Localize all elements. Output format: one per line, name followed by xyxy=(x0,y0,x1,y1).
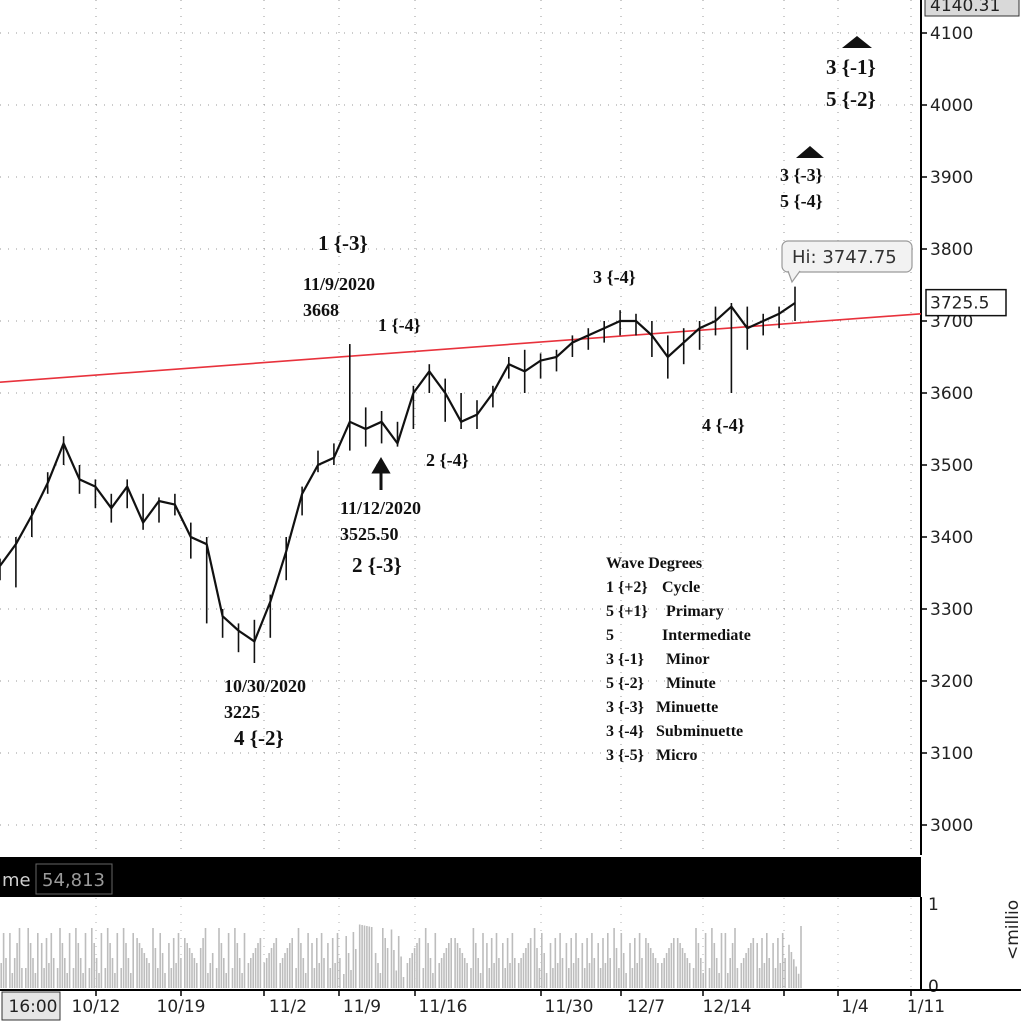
svg-text:4140.31: 4140.31 xyxy=(930,0,1000,16)
annotation-wave-4m2: 10/30/2020 3225 4 {-2} xyxy=(224,676,306,750)
date-label: 1/11 xyxy=(907,997,945,1017)
svg-text:2 {-3}: 2 {-3} xyxy=(352,553,402,577)
svg-text:3668: 3668 xyxy=(303,300,339,320)
svg-text:4 {-2}: 4 {-2} xyxy=(234,726,284,750)
date-label: 10/19 xyxy=(157,997,206,1017)
price-tick-label: 3900 xyxy=(930,168,973,188)
svg-text:3 {-1}: 3 {-1} xyxy=(826,55,876,79)
volume-header: me 54,813 xyxy=(0,857,921,897)
svg-text:3 {-1}: 3 {-1} xyxy=(606,651,644,668)
triangle-up-icon xyxy=(796,146,824,158)
date-label: 16:00 xyxy=(9,997,58,1017)
svg-text:Intermediate: Intermediate xyxy=(662,627,751,644)
price-tick-label: 4100 xyxy=(930,24,973,44)
volume-axis-bottom: 0 xyxy=(928,977,939,997)
svg-text:Micro: Micro xyxy=(656,747,697,764)
volume-axis-top: 1 xyxy=(928,895,939,915)
price-tick-label: 4000 xyxy=(930,96,973,116)
svg-text:3 {-3}: 3 {-3} xyxy=(780,165,823,185)
volume-series xyxy=(0,924,802,988)
svg-text:Minor: Minor xyxy=(666,651,710,668)
hi-bubble: Hi: 3747.75 xyxy=(781,240,913,284)
svg-text:5 {-4}: 5 {-4} xyxy=(780,191,823,211)
date-label: 11/9 xyxy=(343,997,381,1017)
svg-text:Cycle: Cycle xyxy=(662,579,700,596)
hi-label: Hi: 3747.75 xyxy=(792,247,897,268)
annotation-wave-2m4: 2 {-4} xyxy=(426,450,469,470)
svg-text:Minuette: Minuette xyxy=(656,699,718,716)
date-label: 11/2 xyxy=(269,997,307,1017)
annotation-target-3m1: 3 {-1} 5 {-2} xyxy=(826,36,876,111)
svg-text:5 {+1}: 5 {+1} xyxy=(606,603,648,620)
time-label-box xyxy=(1,991,61,1021)
annotation-wave-1m4: 1 {-4} xyxy=(378,315,421,335)
date-label: 12/14 xyxy=(703,997,752,1017)
svg-text:5 {-2}: 5 {-2} xyxy=(606,675,644,692)
trendline xyxy=(0,313,922,383)
volume-label: me xyxy=(2,870,31,891)
annotation-wave-4m4: 4 {-4} xyxy=(702,415,745,435)
volume-unit-label: <millio xyxy=(1003,900,1021,960)
date-label: 11/16 xyxy=(419,997,468,1017)
price-series xyxy=(0,286,796,663)
svg-text:Primary: Primary xyxy=(666,603,724,620)
last-price-label: 3725.5 xyxy=(930,294,989,314)
wave-degrees-legend: Wave Degrees 1 {+2} Cycle 5 {+1} Primary… xyxy=(606,555,751,764)
price-tick-label: 3100 xyxy=(930,744,973,764)
price-tick-label: 3200 xyxy=(930,672,973,692)
annotation-wave-3m4: 3 {-4} xyxy=(593,267,636,287)
svg-text:5: 5 xyxy=(606,627,614,644)
top-price-label: 4140.31 xyxy=(924,0,1020,17)
svg-text:10/30/2020: 10/30/2020 xyxy=(224,676,306,696)
svg-text:1 {+2}: 1 {+2} xyxy=(606,579,648,596)
annotation-wave-2m3: 11/12/2020 3525.50 2 {-3} xyxy=(340,457,421,577)
date-label: 1/4 xyxy=(841,997,868,1017)
annotation-wave-1m3: 1 {-3} 11/9/2020 3668 xyxy=(303,231,375,320)
date-label: 11/30 xyxy=(545,997,594,1017)
price-tick-label: 3300 xyxy=(930,600,973,620)
price-tick-label: 3400 xyxy=(930,528,973,548)
svg-text:3 {-4}: 3 {-4} xyxy=(606,723,644,740)
price-tick-label: 3700 xyxy=(930,312,973,332)
price-tick-label: 3800 xyxy=(930,240,973,260)
triangle-up-icon xyxy=(842,36,872,48)
right-panel-bg xyxy=(922,855,1021,897)
svg-text:3525.50: 3525.50 xyxy=(340,524,399,544)
last-price-tag: 3725.5 xyxy=(925,288,1007,317)
price-axis: 3000 3100 3200 3300 3400 3500 3600 3700 3800 3900… xyxy=(921,24,973,836)
price-tick-label: 3000 xyxy=(930,816,973,836)
date-axis: 16:00 10/12 10/19 11/2 11/9 11/16 11/30 12/7 12/… xyxy=(0,989,1021,1021)
svg-text:1 {-3}: 1 {-3} xyxy=(318,231,368,255)
price-line xyxy=(0,302,796,644)
price-tick-label: 3500 xyxy=(930,456,973,476)
svg-text:3225: 3225 xyxy=(224,702,260,722)
svg-text:3 {-3}: 3 {-3} xyxy=(606,699,644,716)
svg-text:Minute: Minute xyxy=(666,675,716,692)
price-tick-label: 3600 xyxy=(930,384,973,404)
svg-text:Subminuette: Subminuette xyxy=(656,723,743,740)
up-arrow-icon xyxy=(371,457,391,490)
date-label: 12/7 xyxy=(627,997,665,1017)
svg-text:3 {-5}: 3 {-5} xyxy=(606,747,644,764)
svg-text:11/12/2020: 11/12/2020 xyxy=(340,498,421,518)
svg-text:5 {-2}: 5 {-2} xyxy=(826,87,876,111)
date-label: 10/12 xyxy=(72,997,121,1017)
legend-title: Wave Degrees xyxy=(606,555,702,572)
svg-text:11/9/2020: 11/9/2020 xyxy=(303,274,375,294)
annotation-target-3m3: 3 {-3} 5 {-4} xyxy=(780,146,824,211)
volume-value: 54,813 xyxy=(42,870,105,891)
